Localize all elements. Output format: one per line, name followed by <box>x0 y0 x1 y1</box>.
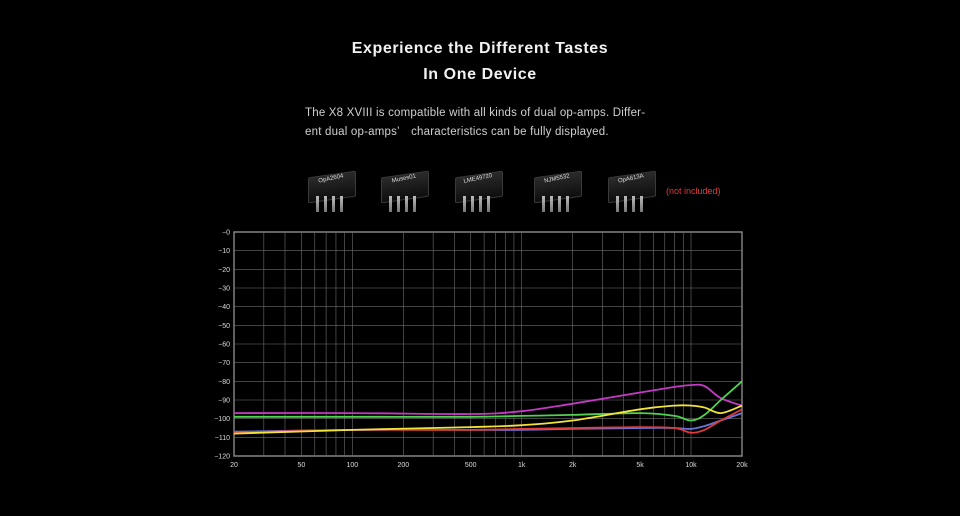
y-tick-label: −30 <box>218 286 230 293</box>
x-tick-label: 100 <box>347 462 359 469</box>
opamp-chip: NJM5532 <box>532 170 582 216</box>
x-tick-label: 200 <box>397 462 409 469</box>
x-tick-label: 20 <box>230 462 238 469</box>
y-tick-label: −110 <box>215 435 230 442</box>
section-heading: Experience the Different Tastes In One D… <box>0 36 960 88</box>
x-tick-label: 50 <box>297 462 305 469</box>
y-tick-label: −40 <box>218 304 230 311</box>
y-tick-label: −20 <box>218 267 230 274</box>
series-line <box>233 383 743 415</box>
y-axis-ticks: −0 −10 −20 −30 −40 −50 −60 −70 −80 −90 −100 −110 −12… <box>214 230 230 461</box>
x-tick-label: 2k <box>569 462 577 469</box>
description-line-1: The X8 XVIII is compatible with all kind… <box>305 107 646 119</box>
x-tick-label: 20k <box>736 462 748 469</box>
x-tick-label: 10k <box>685 462 697 469</box>
series-line <box>233 404 743 435</box>
not-included-note: (not included) <box>666 186 721 196</box>
opamp-chip: Muses01 <box>379 170 429 216</box>
description: The X8 XVIII is compatible with all kind… <box>305 104 665 142</box>
opamp-chip: OpA2604 <box>306 170 356 216</box>
series-line <box>233 408 743 434</box>
opamp-chip: LME49720 <box>453 170 503 216</box>
description-line-2: ent dual op-amps’ characteristics can be… <box>305 126 609 138</box>
y-tick-label: −120 <box>214 454 230 461</box>
x-axis-ticks: 20 50 100 200 500 1k 2k 5k 10k 20k <box>230 462 748 469</box>
y-tick-label: −80 <box>218 379 230 386</box>
chart-series <box>233 380 743 435</box>
y-tick-label: −10 <box>218 248 230 255</box>
x-tick-label: 5k <box>636 462 644 469</box>
y-tick-label: −100 <box>214 416 230 423</box>
chart-grid <box>233 231 743 457</box>
y-tick-label: −70 <box>218 360 230 367</box>
y-tick-label: −60 <box>218 342 230 349</box>
series-line <box>234 380 743 422</box>
y-tick-label: −90 <box>218 398 230 405</box>
x-tick-label: 1k <box>518 462 526 469</box>
opamp-chip: OpA613A <box>606 170 656 216</box>
x-tick-label: 500 <box>465 462 477 469</box>
heading-line-1: Experience the Different Tastes <box>351 40 609 57</box>
opamp-chip-row: OpA2604 Muses01 LME49720 NJM5532 OpA613A <box>0 160 960 220</box>
heading-line-2: In One Device <box>423 66 537 83</box>
y-tick-label: −50 <box>218 323 230 330</box>
y-tick-label: −0 <box>222 230 230 237</box>
